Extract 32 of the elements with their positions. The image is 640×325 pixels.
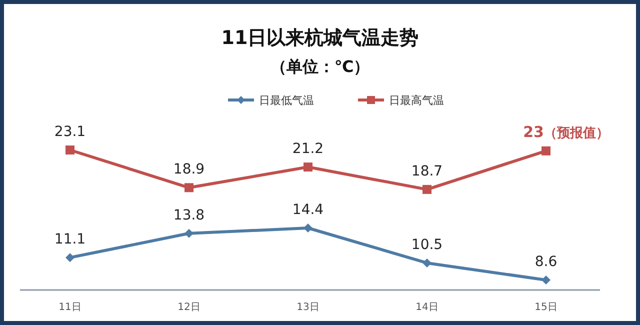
data-label: 18.7 [411,163,443,180]
point [66,253,74,262]
point [542,276,550,284]
data-label: 23.1 [54,124,86,140]
legend-label: 日最高气温 [389,94,444,107]
point [66,146,74,154]
data-label: 10.5 [411,236,443,253]
point [304,224,312,232]
point [542,146,550,156]
x-tick-label: 15日 [534,302,558,313]
point [422,184,432,194]
data-label: 21.2 [292,141,324,158]
legend-label: 日最低气温 [259,94,314,107]
data-label: 11.1 [54,232,86,248]
data-label: 8.6 [534,254,558,270]
日最低气温: 11.1 13.8 14.4 10.5 8.6 [54,202,558,284]
annotation: （预报值） [544,126,609,141]
point [184,183,194,192]
point [304,162,312,172]
x-tick-label: 11日 [58,302,82,313]
data-label: 14.4 [292,202,324,218]
chart-title: 11日以来杭城气温走势 [221,27,419,49]
日最高气温: 23.1 18.9 21.2 18.7 23（预报值） [54,122,609,194]
x-tick-label: 13日 [296,302,320,313]
data-label: 18.9 [173,162,205,178]
chart-subtitle: （单位：℃） [270,57,370,76]
x-tick-label: 12日 [178,302,200,313]
data-label: 23 [523,122,544,141]
point [184,228,194,238]
x-tick-label: 14日 [416,302,438,313]
point [422,258,432,268]
data-label: 13.8 [173,207,205,224]
